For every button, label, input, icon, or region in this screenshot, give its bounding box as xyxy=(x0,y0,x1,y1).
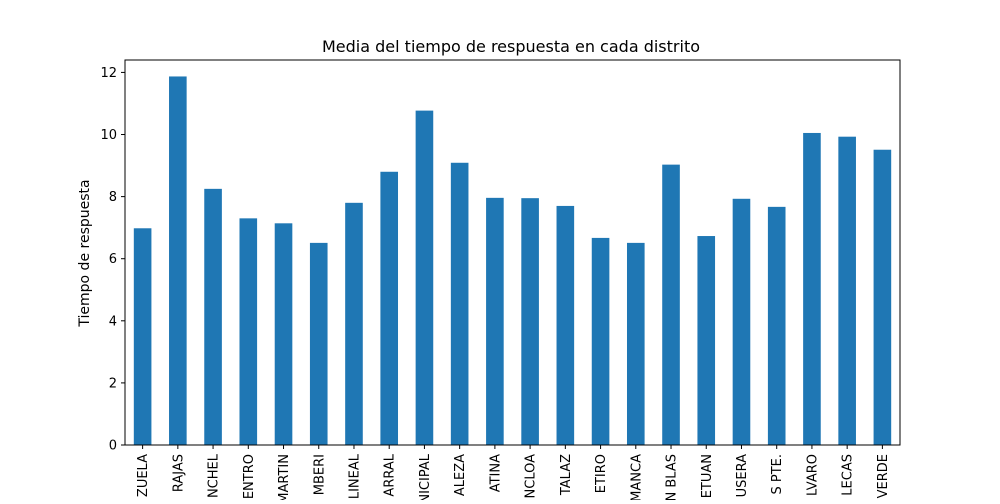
bar-13 xyxy=(556,205,575,445)
x-tick-label: ENTRO xyxy=(242,454,257,499)
bar-16 xyxy=(662,164,680,445)
x-tick-label: ATINA xyxy=(488,454,503,492)
bar-19 xyxy=(767,206,786,445)
x-tick-label: USERA xyxy=(735,454,750,497)
y-tick-label: 0 xyxy=(109,439,117,454)
x-tick-label: S PTE. xyxy=(770,454,785,495)
bar-1 xyxy=(133,228,152,445)
bar-9 xyxy=(415,110,434,446)
y-tick-label: 12 xyxy=(100,66,117,81)
bar-22 xyxy=(873,149,892,446)
bar-14 xyxy=(591,237,610,445)
x-tick-label: MBERI xyxy=(312,454,327,495)
y-axis: 0 2 4 6 8 10 12 xyxy=(100,66,125,454)
bar-6 xyxy=(309,242,328,446)
y-tick-label: 2 xyxy=(109,376,117,391)
x-tick-label: ETUAN xyxy=(700,454,715,498)
x-tick-label: LVARO xyxy=(805,454,820,496)
x-tick-label: ETIRO xyxy=(594,454,609,493)
bar-2 xyxy=(169,76,187,446)
bar-5 xyxy=(274,223,293,445)
bar-4 xyxy=(239,218,258,445)
bar-21 xyxy=(838,136,856,445)
x-tick-label: NCLOA xyxy=(524,454,539,499)
y-tick-label: 10 xyxy=(100,128,117,143)
bar-15 xyxy=(626,242,645,446)
bars-group xyxy=(133,76,892,446)
x-tick-label: LINEAL xyxy=(347,453,362,499)
x-axis: ZUELA RAJAS NCHEL ENTRO MARTIN MBERI LINEAL ARR… xyxy=(136,445,891,504)
x-tick-label: ARRAL xyxy=(383,453,398,496)
y-tick-label: 4 xyxy=(109,314,117,329)
bar-8 xyxy=(380,171,399,445)
plot-frame xyxy=(124,59,901,446)
bar-11 xyxy=(486,197,504,445)
y-tick-label: 6 xyxy=(109,252,117,267)
x-tick-label: VERDE xyxy=(876,454,891,498)
bar-20 xyxy=(803,132,821,445)
bar-3 xyxy=(204,188,222,445)
bar-12 xyxy=(521,198,539,445)
x-tick-label: LECAS xyxy=(841,454,856,496)
x-tick-label: TALAZ xyxy=(559,454,574,496)
y-tick-label: 8 xyxy=(109,190,117,205)
bar-10 xyxy=(450,162,469,445)
x-tick-label: NICIPAL xyxy=(418,453,433,500)
x-tick-label: ALEZA xyxy=(453,454,468,496)
y-axis-label: Tiempo de respuesta xyxy=(77,179,93,327)
bar-17 xyxy=(697,236,716,445)
x-tick-label: NCHEL xyxy=(207,453,222,498)
x-tick-label: RAJAS xyxy=(171,454,186,492)
x-tick-label: ZUELA xyxy=(136,454,151,497)
bar-18 xyxy=(732,198,751,445)
bar-7 xyxy=(345,202,363,445)
x-tick-label: MANCA xyxy=(629,454,644,500)
x-tick-label: MARTIN xyxy=(277,454,292,500)
x-tick-label: N BLAS xyxy=(665,454,680,500)
chart-title: Media del tiempo de respuesta en cada di… xyxy=(322,37,700,56)
